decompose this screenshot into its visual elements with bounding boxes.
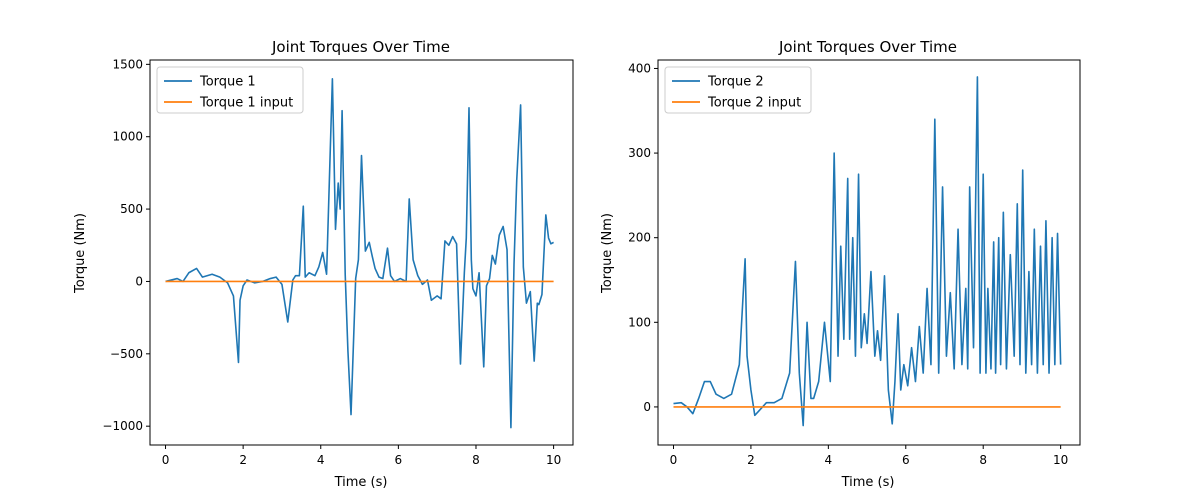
right-y-tick-label: 300 xyxy=(628,146,651,160)
left-chart-legend: Torque 1 Torque 1 input xyxy=(156,66,304,114)
right-y-tick-label: 400 xyxy=(628,61,651,75)
right-chart-y-axis-label: Torque (Nm) xyxy=(600,213,615,294)
left-legend-label-1: Torque 1 xyxy=(199,75,256,90)
right-y-tick-label: 100 xyxy=(628,315,651,329)
left-y-tick-label: −1000 xyxy=(102,419,143,433)
left-x-tick-label: 10 xyxy=(546,453,561,467)
left-x-tick-label: 6 xyxy=(395,453,403,467)
right-chart-legend: Torque 2 Torque 2 input xyxy=(664,66,812,114)
left-x-tick-label: 4 xyxy=(317,453,325,467)
left-chart-y-axis-label: Torque (Nm) xyxy=(73,213,88,294)
right-series-line-1 xyxy=(673,76,1062,427)
right-y-tick-label: 200 xyxy=(628,231,651,245)
left-y-tick-label: 1500 xyxy=(112,57,143,71)
right-x-tick-label: 10 xyxy=(1053,453,1068,467)
right-legend-label-2: Torque 2 input xyxy=(707,96,801,111)
right-legend-label-1: Torque 2 xyxy=(707,75,764,90)
left-y-tick-label: −500 xyxy=(110,347,143,361)
left-chart-frame xyxy=(149,59,574,446)
right-x-tick-label: 4 xyxy=(825,453,833,467)
left-chart-plot-area xyxy=(165,78,554,429)
right-x-tick-label: 0 xyxy=(670,453,678,467)
right-chart: Joint Torques Over Time 0 2 4 6 8 10010020030… xyxy=(600,38,1081,490)
right-legend-box xyxy=(664,66,812,114)
left-chart-ticks: 0 2 4 6 8 10 −1000 −500 0 500 1000 1500 xyxy=(102,57,561,467)
left-x-tick-label: 0 xyxy=(162,453,170,467)
right-x-tick-label: 2 xyxy=(747,453,755,467)
right-x-tick-label: 8 xyxy=(979,453,987,467)
left-series-line-1 xyxy=(165,78,554,429)
left-chart: Joint Torques Over Time 0 2 4 6 8 10 −1000 −500… xyxy=(73,38,574,490)
right-chart-title: Joint Torques Over Time xyxy=(778,38,957,56)
left-y-tick-label: 0 xyxy=(135,274,143,288)
right-x-tick-label: 6 xyxy=(902,453,910,467)
right-chart-plot-area xyxy=(673,76,1062,427)
left-chart-title: Joint Torques Over Time xyxy=(271,38,450,56)
left-x-tick-label: 8 xyxy=(472,453,480,467)
left-y-tick-label: 1000 xyxy=(112,130,143,144)
left-x-tick-label: 2 xyxy=(239,453,247,467)
left-chart-x-axis-label: Time (s) xyxy=(334,475,388,490)
right-chart-x-axis-label: Time (s) xyxy=(841,475,895,490)
left-legend-box xyxy=(156,66,304,114)
right-chart-frame xyxy=(657,59,1081,446)
left-legend-label-2: Torque 1 input xyxy=(199,96,293,111)
left-y-tick-label: 500 xyxy=(120,202,143,216)
right-y-tick-label: 0 xyxy=(643,400,651,414)
